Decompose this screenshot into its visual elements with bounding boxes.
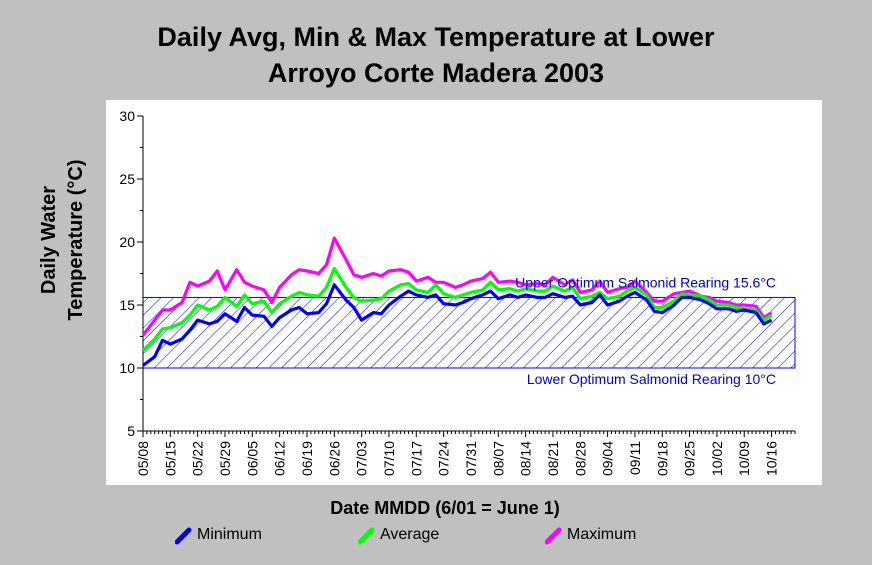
legend-label-maximum: Maximum bbox=[567, 526, 637, 543]
x-tick-label: 07/31 bbox=[463, 441, 479, 476]
x-tick-label: 07/24 bbox=[436, 441, 452, 476]
x-tick-label: 05/15 bbox=[162, 441, 178, 476]
x-tick-label: 08/07 bbox=[490, 441, 506, 476]
chart-title-line-1: Daily Avg, Min & Max Temperature at Lowe… bbox=[157, 22, 715, 52]
y-tick-label: 30 bbox=[119, 108, 135, 124]
x-tick-label: 09/11 bbox=[627, 441, 643, 475]
series-line-average bbox=[141, 266, 773, 352]
x-axis-label: Date MMDD (6/01 = June 1) bbox=[330, 498, 560, 518]
x-tick-label: 08/28 bbox=[572, 441, 588, 476]
y-tick-label: 10 bbox=[119, 360, 135, 376]
x-tick-label: 07/10 bbox=[381, 441, 397, 476]
chart-title-line-2: Arroyo Corte Madera 2003 bbox=[267, 58, 605, 88]
x-tick-label: 06/12 bbox=[272, 441, 288, 476]
legend-swatch-maximum bbox=[544, 526, 567, 546]
legend-swatch-minimum bbox=[174, 526, 197, 546]
legend-label-average: Average bbox=[380, 526, 440, 543]
x-tick-label: 05/22 bbox=[190, 441, 206, 476]
y-axis-label-line: Daily Water bbox=[38, 186, 60, 294]
series-line-maximum bbox=[141, 236, 773, 337]
y-tick-label: 5 bbox=[127, 423, 135, 439]
series-line-minimum bbox=[142, 283, 773, 367]
x-tick-label: 06/19 bbox=[299, 441, 315, 476]
y-axis-label-line: Temperature (°C) bbox=[65, 160, 87, 321]
legend-label-minimum: Minimum bbox=[197, 526, 262, 543]
y-tick-label: 25 bbox=[119, 171, 135, 187]
y-tick-label: 20 bbox=[119, 234, 135, 250]
x-tick-label: 05/08 bbox=[135, 441, 151, 476]
y-tick-label: 15 bbox=[119, 297, 135, 313]
x-tick-label: 09/18 bbox=[654, 441, 670, 476]
lower-band-label: Lower Optimum Salmonid Rearing 10°C bbox=[527, 371, 776, 387]
x-tick-label: 06/05 bbox=[244, 441, 260, 476]
x-tick-label: 08/14 bbox=[518, 441, 534, 476]
x-tick-label: 08/21 bbox=[545, 441, 561, 476]
x-tick-label: 07/17 bbox=[408, 441, 424, 476]
x-tick-label: 05/29 bbox=[217, 441, 233, 476]
x-tick-label: 06/26 bbox=[326, 441, 342, 476]
x-tick-label: 10/02 bbox=[709, 441, 725, 476]
legend-swatch-average bbox=[357, 526, 380, 546]
plot-background bbox=[106, 100, 822, 485]
x-tick-label: 10/16 bbox=[764, 441, 780, 476]
x-tick-label: 09/04 bbox=[600, 441, 616, 476]
x-tick-label: 10/09 bbox=[736, 441, 752, 476]
optimum-band bbox=[142, 296, 796, 369]
x-tick-label: 07/03 bbox=[354, 441, 370, 476]
upper-band-label: Upper Optimum Salmonid Rearing 15.6°C bbox=[515, 274, 776, 290]
x-tick-label: 09/25 bbox=[682, 441, 698, 476]
